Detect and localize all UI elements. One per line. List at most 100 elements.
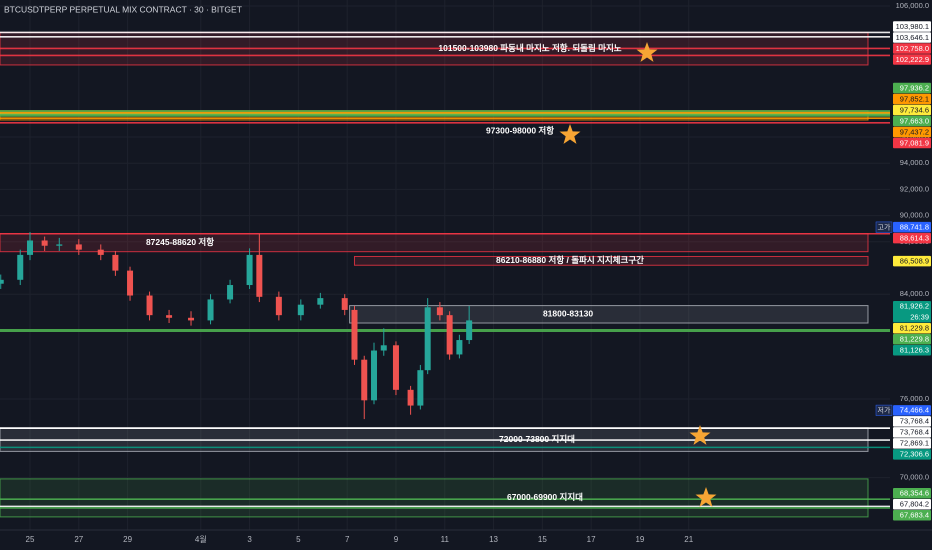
- price-label-box: [893, 334, 931, 345]
- price-label: 67,683.4: [900, 510, 929, 519]
- zone: [0, 478, 869, 518]
- price-label-box: [893, 221, 931, 233]
- price-label: 73,768.4: [900, 417, 929, 426]
- price-label-box: [893, 345, 931, 356]
- candle-body: [41, 240, 48, 246]
- zone-label: 97300-98000 저항: [486, 126, 554, 136]
- candle-body: [351, 309, 358, 360]
- candle-body: [436, 307, 443, 316]
- annotation-layer: 101500-103980 파동내 마지노 저항. 되돌림 마지노 97300-9…: [146, 43, 644, 502]
- candle-body: [417, 370, 424, 406]
- candle-body: [27, 240, 34, 255]
- price-label-box: [893, 93, 931, 105]
- x-tick-label: 17: [587, 535, 596, 544]
- price-label: 102,222.9: [896, 55, 929, 64]
- candle-body: [456, 340, 463, 355]
- candle-body: [227, 285, 234, 300]
- candle-layer: [0, 232, 473, 420]
- price-label: 97,734.6: [900, 105, 929, 114]
- x-tick-label: 25: [26, 535, 35, 544]
- y-tick-label: 106,000.0: [896, 1, 929, 10]
- candle-body: [17, 254, 24, 280]
- price-label-box: [893, 438, 931, 449]
- candle-body: [75, 244, 82, 250]
- candle-body: [275, 296, 282, 316]
- x-tick-label: 29: [123, 535, 132, 544]
- zone-label: 86210-86880 저항 / 돌파시 지지체크구간: [496, 255, 644, 265]
- price-tag-box: [875, 221, 893, 233]
- zone-label: 81800-83130: [543, 309, 593, 319]
- candle-body: [127, 270, 134, 296]
- zone-label: 87245-88620 저항: [146, 237, 214, 247]
- price-tag: 고가: [878, 222, 891, 231]
- zone: [349, 305, 869, 324]
- x-tick-label: 11: [441, 535, 450, 544]
- price-tag: 저가: [878, 405, 891, 414]
- price-label-box: [893, 416, 931, 427]
- x-tick-label: 21: [684, 535, 693, 544]
- price-label-box: [893, 301, 931, 323]
- zone: [0, 233, 869, 253]
- x-tick-label: 9: [394, 535, 399, 544]
- time-axis: [0, 530, 932, 550]
- price-label-box: [893, 405, 931, 416]
- y-tick-label: 94,000.0: [900, 158, 929, 167]
- y-tick-label: 92,000.0: [900, 184, 929, 193]
- y-tick-label: 70,000.0: [900, 473, 929, 482]
- zone: [353, 255, 869, 266]
- candle-body: [317, 298, 324, 305]
- price-label: 74,466.4: [900, 406, 929, 415]
- price-label: 86,508.9: [900, 256, 929, 265]
- price-label-box: [893, 54, 931, 65]
- candle-body: [207, 299, 214, 321]
- price-label: 97,936.2: [900, 83, 929, 92]
- candle-body: [188, 317, 195, 321]
- price-label: 81,126.3: [900, 346, 929, 355]
- y-tick-label: 76,000.0: [900, 394, 929, 403]
- price-label: 88,614.3: [900, 233, 929, 242]
- price-label: 103,980.1: [896, 22, 929, 31]
- chart-title: BTCUSDTPERP PERPETUAL MIX CONTRACT · 30 …: [4, 4, 242, 14]
- candle-body: [341, 298, 348, 310]
- price-label: 68,354.6: [900, 488, 929, 497]
- price-label-box: [893, 137, 931, 149]
- price-label-box: [893, 323, 931, 334]
- price-label: 72,306.6: [900, 450, 929, 459]
- level-layer: [0, 31, 890, 509]
- price-label: 81,926.2: [900, 302, 929, 311]
- candle-body: [407, 389, 414, 406]
- candle-body: [0, 279, 4, 284]
- price-label: 81,229.8: [900, 335, 929, 344]
- price-label: 97,663.0: [900, 116, 929, 125]
- x-tick-label: 5: [296, 535, 301, 544]
- price-label: 97,852.1: [900, 94, 929, 103]
- price-label: 73,768.4: [900, 428, 929, 437]
- price-label-box: [893, 115, 931, 127]
- x-tick-label: 19: [635, 535, 644, 544]
- y-tick-label: 90,000.0: [900, 211, 929, 220]
- candle-body: [466, 320, 473, 341]
- price-label-box: [893, 21, 931, 32]
- x-tick-label: 3: [247, 535, 252, 544]
- price-label: 81,229.8: [900, 324, 929, 333]
- candle-body: [424, 307, 431, 371]
- price-label: 67,804.2: [900, 499, 929, 508]
- candle-body: [56, 244, 63, 246]
- candle-body: [146, 295, 153, 316]
- candle-body: [256, 254, 263, 297]
- countdown-label: 26:39: [910, 313, 929, 322]
- price-label: 72,869.1: [900, 439, 929, 448]
- candle-body: [446, 315, 453, 355]
- price-label-box: [893, 43, 931, 54]
- price-label: 88,741.8: [900, 222, 929, 231]
- candle-body: [361, 359, 368, 401]
- price-label-box: [893, 32, 931, 43]
- price-label-box: [893, 255, 931, 267]
- price-label: 97,437.2: [900, 127, 929, 136]
- price-label-box: [893, 104, 931, 116]
- candle-body: [297, 304, 304, 316]
- zone-label: 67000-69900 지지대: [507, 492, 583, 502]
- x-tick-label: 4월: [195, 534, 207, 544]
- price-label-box: [893, 126, 931, 138]
